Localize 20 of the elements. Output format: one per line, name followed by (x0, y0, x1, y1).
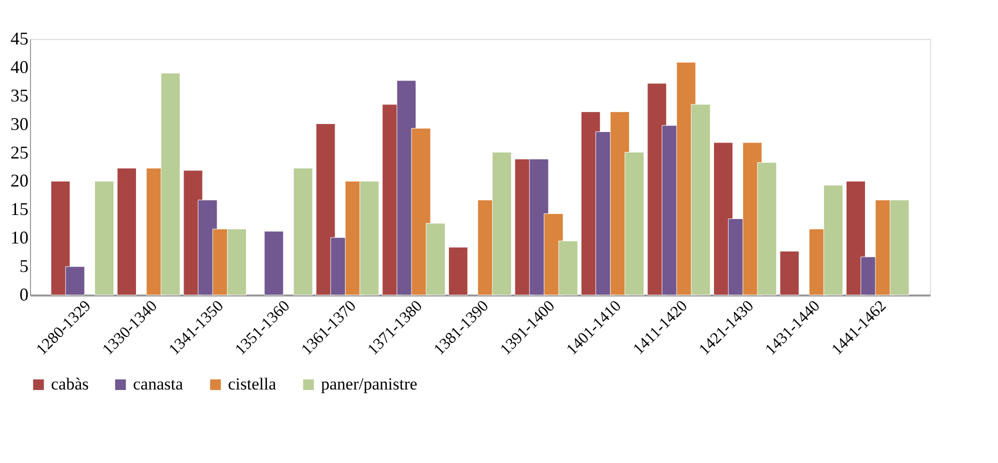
y-tick-label: 15 (10, 199, 28, 220)
bar (780, 250, 800, 296)
y-tick-label: 20 (10, 170, 28, 191)
y-tick-label: 25 (10, 142, 28, 162)
bar (448, 246, 468, 296)
legend-label: canasta (133, 374, 184, 394)
legend-label: cistella (228, 374, 277, 394)
y-tick-label: 0 (20, 284, 28, 304)
bar (94, 180, 114, 296)
y-tick-label: 45 (10, 28, 28, 48)
legend-label: cabàs (51, 374, 89, 394)
bar (264, 231, 284, 296)
bar (117, 168, 137, 296)
y-tick-label: 40 (10, 56, 28, 77)
legend-label: paner/panistre (321, 374, 418, 394)
y-tick-label: 30 (10, 114, 28, 134)
y-tick-label: 5 (20, 256, 28, 276)
y-tick-label: 10 (10, 228, 28, 248)
bar (293, 168, 313, 296)
y-tick-label: 35 (10, 85, 28, 106)
